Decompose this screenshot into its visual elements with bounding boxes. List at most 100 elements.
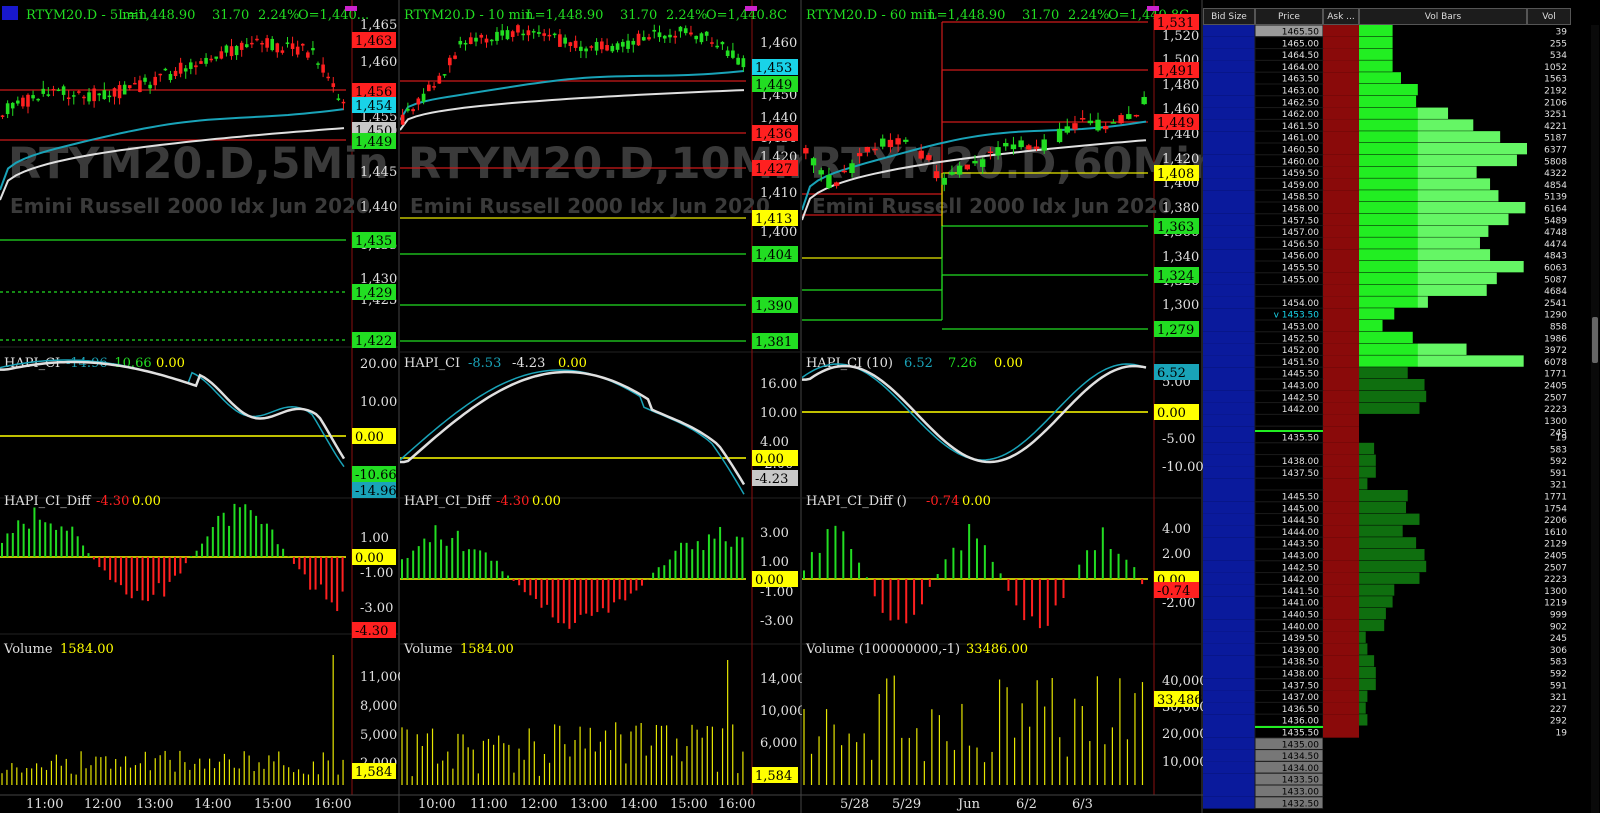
diff-tag — [352, 622, 396, 638]
dom-vol-bar — [1359, 608, 1386, 620]
candle-body — [163, 68, 168, 71]
ci-line-slow — [802, 364, 1147, 464]
col-header-ask-size[interactable]: Ask ... — [1323, 8, 1359, 25]
price-tag-label: 1,381 — [755, 335, 792, 350]
candle-body — [153, 76, 157, 86]
dom-bid-cell — [1203, 343, 1255, 356]
dom-scrollbar[interactable] — [1591, 25, 1599, 813]
chart-window-5min[interactable]: RTYM20.D,5Min Emini Russell 2000 Idx Jun … — [0, 0, 400, 813]
price-tag — [752, 160, 798, 176]
chart-canvas-60min[interactable]: RTYM20.D,60Min Emini Russell 2000 Idx Jun… — [802, 0, 1203, 813]
volume-axis-tick: 14,000 — [760, 672, 802, 687]
dom-price-label: 1439.00 — [1282, 646, 1319, 656]
candle-body — [21, 97, 25, 107]
dom-ladder-canvas[interactable]: 1465.50 39 1465.00 255 1464.50 534 1464.00 1052… — [1203, 25, 1593, 813]
candle-body — [918, 150, 924, 159]
candle-body — [442, 74, 447, 76]
dom-price-label: 1465.50 — [1282, 28, 1319, 38]
dom-ask-cell — [1323, 796, 1359, 809]
candle-body — [547, 34, 552, 37]
dom-scroll-thumb[interactable] — [1592, 317, 1598, 363]
ci-line-fast — [400, 369, 745, 495]
candle-body — [599, 41, 604, 50]
price-tag-label: 1,531 — [1157, 16, 1194, 31]
dom-ask-cell — [1323, 119, 1359, 132]
col-header-vol-bars[interactable]: Vol Bars — [1359, 8, 1527, 25]
price-axis-tick: 1,440 — [1162, 127, 1199, 142]
price-axis-tick: 1,340 — [1162, 250, 1199, 265]
dom-price-label: 1441.50 — [1282, 587, 1319, 597]
dom-vol-bar — [1359, 143, 1527, 155]
chart-window-60min[interactable]: RTYM20.D,60Min Emini Russell 2000 Idx Jun… — [802, 0, 1203, 813]
candle-body — [620, 41, 625, 47]
candle-body — [468, 37, 473, 44]
dom-vol-bar — [1359, 48, 1393, 60]
volume-tag-label: 1,584 — [755, 769, 792, 784]
candle-body — [683, 28, 688, 34]
candle-body — [933, 171, 940, 179]
price-axis-tick: 1,420 — [1162, 152, 1199, 167]
dom-bid-cell — [1203, 331, 1255, 344]
dom-vol-label: 583 — [1550, 658, 1567, 668]
dom-ladder[interactable]: 1465.50 39 1465.00 255 1464.50 534 1464.00 1052… — [1203, 25, 1600, 813]
dom-bid-cell — [1203, 702, 1255, 715]
candle-body — [903, 139, 909, 142]
dom-bid-cell — [1203, 501, 1255, 514]
dom-vol-label: 2223 — [1544, 405, 1567, 415]
dom-bid-cell — [1203, 749, 1255, 762]
candle-body — [552, 33, 557, 36]
dom-bid-cell — [1203, 442, 1255, 455]
candle-body — [421, 93, 426, 102]
dom-bid-cell — [1203, 308, 1255, 320]
candle-body — [148, 84, 152, 89]
dom-ask-cell — [1323, 249, 1359, 261]
volume-axis-tick: 40,000 — [1162, 674, 1203, 689]
chart-canvas-10min[interactable]: RTYM20.D,10Min Emini Russell 2000 Idx Jun… — [400, 0, 802, 813]
candle-body — [5, 103, 10, 115]
price-axis-tick: 1,460 — [360, 55, 397, 70]
chart-indicator-marker — [1147, 6, 1159, 11]
dom-bid-cell — [1203, 272, 1255, 285]
candle-body — [458, 40, 463, 45]
dom-vol-bar — [1359, 525, 1403, 537]
candle-body — [158, 73, 163, 76]
price-tag — [352, 332, 396, 348]
dom-vol-bar — [1359, 225, 1489, 237]
dom-price-label: 1443.00 — [1282, 382, 1319, 392]
dom-price-label: 1458.00 — [1282, 205, 1319, 215]
chart-window-10min[interactable]: RTYM20.D,10Min Emini Russell 2000 Idx Jun… — [400, 0, 802, 813]
dom-ask-cell — [1323, 355, 1359, 368]
col-header-vol[interactable]: Vol — [1527, 8, 1571, 25]
candle-body — [849, 163, 855, 174]
col-header-bid-size[interactable]: Bid Size — [1203, 8, 1255, 25]
dom-vol-label: 2507 — [1544, 563, 1567, 573]
dom-ask-cell — [1323, 431, 1359, 443]
chart-watermark: RTYM20.D,10Min — [408, 139, 802, 189]
dom-vol-bar — [1359, 690, 1368, 702]
price-tag — [352, 97, 396, 113]
chart-title-symbol: RTYM20.D - 10 min — [404, 8, 534, 23]
ci-tag-label: 0.00 — [1157, 406, 1186, 421]
candle-body — [521, 33, 526, 36]
candle-body — [194, 65, 198, 68]
chart-canvas-5min[interactable]: RTYM20.D,5Min Emini Russell 2000 Idx Jun … — [0, 0, 400, 813]
candle-body — [107, 95, 112, 98]
chart-title-last: L=1,448.90 — [928, 8, 1005, 23]
dom-bid-cell — [1203, 773, 1255, 785]
time-axis-tick: 16:00 — [718, 797, 755, 812]
dom-vol-label: 4854 — [1544, 181, 1567, 191]
ci-axis-tick: 10.00 — [760, 406, 797, 421]
price-tag-label: 1,449 — [1157, 116, 1194, 131]
dom-vol-bar-highlight — [1417, 202, 1526, 214]
depth-of-market-window[interactable]: Bid Size Price Ask ... Vol Bars Vol 1465… — [1203, 0, 1600, 813]
col-header-price[interactable]: Price — [1255, 8, 1323, 25]
dom-ask-cell — [1323, 84, 1359, 96]
price-tag-label: 1,435 — [355, 234, 392, 249]
dom-ask-cell — [1323, 737, 1359, 750]
dom-price-label: 1452.00 — [1282, 346, 1319, 356]
candle-body — [1003, 142, 1009, 147]
dom-ask-cell — [1323, 202, 1359, 214]
dom-ask-cell — [1323, 785, 1359, 797]
time-axis-tick: 11:00 — [470, 797, 507, 812]
candle-body — [636, 33, 641, 46]
